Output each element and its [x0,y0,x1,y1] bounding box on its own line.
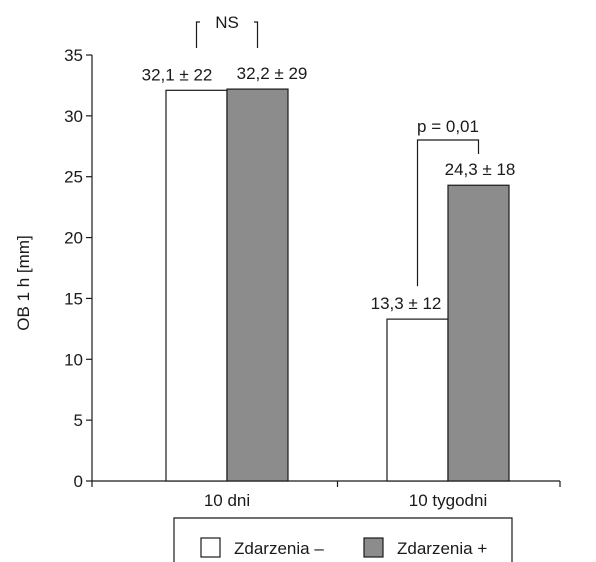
ns-bracket [254,21,259,48]
y-axis-title: OB 1 h [mm] [14,235,33,330]
legend-swatch [363,537,384,558]
y-tick-label: 30 [64,107,83,126]
annotation-label: NS [215,13,239,32]
p-bracket [416,139,480,287]
annotations: NS p = 0,01 [195,13,480,287]
legend: Zdarzenia – Zdarzenia + [173,517,513,562]
bar [447,184,510,482]
legend-swatch [200,537,221,558]
data-label: 32,2 ± 29 [237,64,308,83]
y-tick-label: 35 [64,46,83,65]
legend-label: Zdarzenia – [234,539,324,558]
x-tick-label: 10 tygodni [409,491,487,510]
bar [165,89,228,482]
data-label: 13,3 ± 12 [371,294,442,313]
y-tick-label: 20 [64,229,83,248]
y-tick-label: 0 [74,472,83,491]
y-tick-label: 10 [64,350,83,369]
bar [386,318,449,482]
legend-label: Zdarzenia + [397,539,487,558]
bar [226,88,289,482]
bars: 32,1 ± 22 13,3 ± 12 32,2 ± 29 24,3 ± 18 [142,64,516,482]
data-label: 24,3 ± 18 [445,160,516,179]
legend-frame [173,517,513,562]
y-axis: 0 5 10 15 20 25 30 35 [64,46,93,491]
ns-bracket [195,21,200,48]
y-tick-label: 5 [74,411,83,430]
y-tick-label: 25 [64,168,83,187]
x-tick-label: 10 dni [204,491,250,510]
data-label: 32,1 ± 22 [142,65,213,84]
x-axis: 10 dni 10 tygodni [91,480,561,510]
annotation-label: p = 0,01 [417,117,479,136]
y-tick-label: 15 [64,289,83,308]
